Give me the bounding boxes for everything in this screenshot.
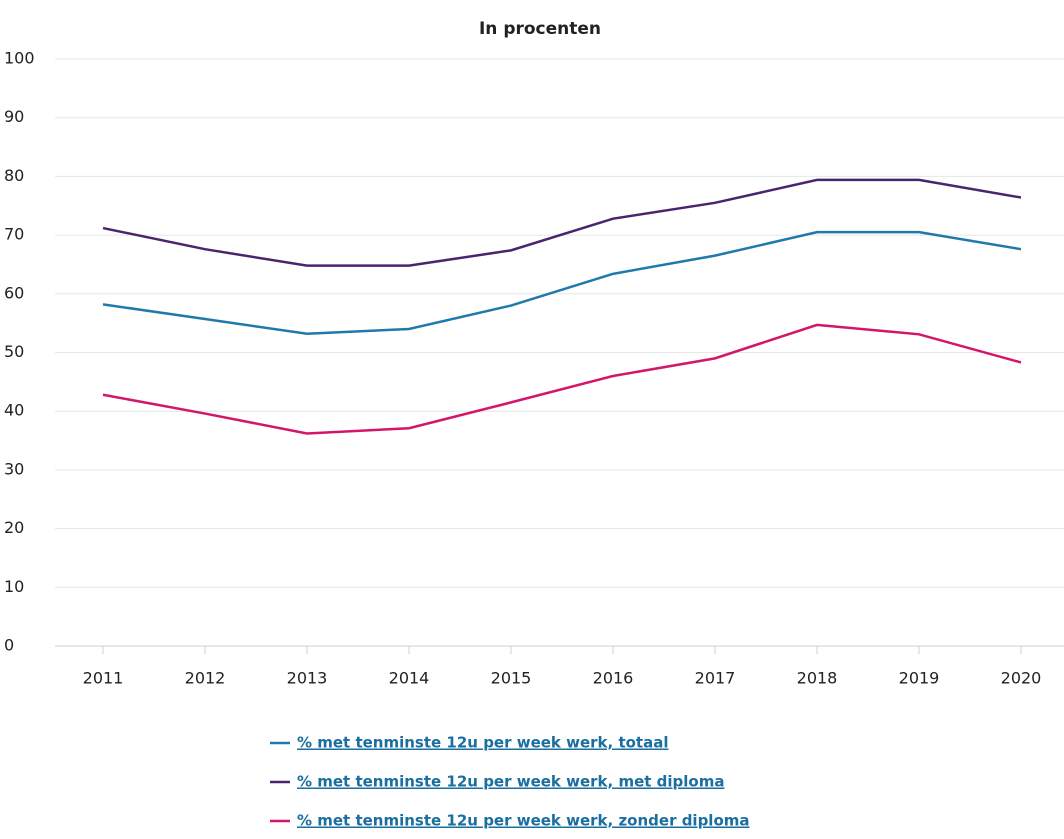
y-tick-label: 0 [4, 636, 14, 655]
y-tick-label: 40 [4, 401, 24, 420]
line-series [102, 230, 1022, 335]
x-tick-label: 2017 [695, 669, 736, 688]
legend-label[interactable]: % met tenminste 12u per week werk, met d… [297, 773, 724, 791]
y-tick-label: 30 [4, 459, 24, 478]
y-tick-label: 100 [4, 49, 35, 68]
y-tick-label: 10 [4, 577, 24, 596]
y-tick-label: 90 [4, 107, 24, 126]
y-tick-label: 70 [4, 225, 24, 244]
y-tick-label: 20 [4, 518, 24, 537]
legend-label[interactable]: % met tenminste 12u per week werk, zonde… [297, 812, 750, 830]
x-tick-label: 2015 [491, 669, 532, 688]
x-tick-label: 2019 [899, 669, 940, 688]
x-tick-label: 2013 [287, 669, 328, 688]
legend: % met tenminste 12u per week werk, totaa… [270, 734, 750, 830]
y-tick-label: 60 [4, 283, 24, 302]
x-tick-label: 2012 [185, 669, 226, 688]
y-tick-label: 80 [4, 166, 24, 185]
x-tick-label: 2014 [389, 669, 430, 688]
y-tick-label: 50 [4, 342, 24, 361]
x-tick-label: 2020 [1001, 669, 1042, 688]
x-tick-label: 2016 [593, 669, 634, 688]
line-series [102, 323, 1022, 435]
legend-label[interactable]: % met tenminste 12u per week werk, totaa… [297, 734, 668, 752]
line-series [102, 178, 1022, 267]
x-tick-label: 2011 [83, 669, 124, 688]
x-tick-label: 2018 [797, 669, 838, 688]
chart-subtitle: In procenten [479, 19, 601, 39]
